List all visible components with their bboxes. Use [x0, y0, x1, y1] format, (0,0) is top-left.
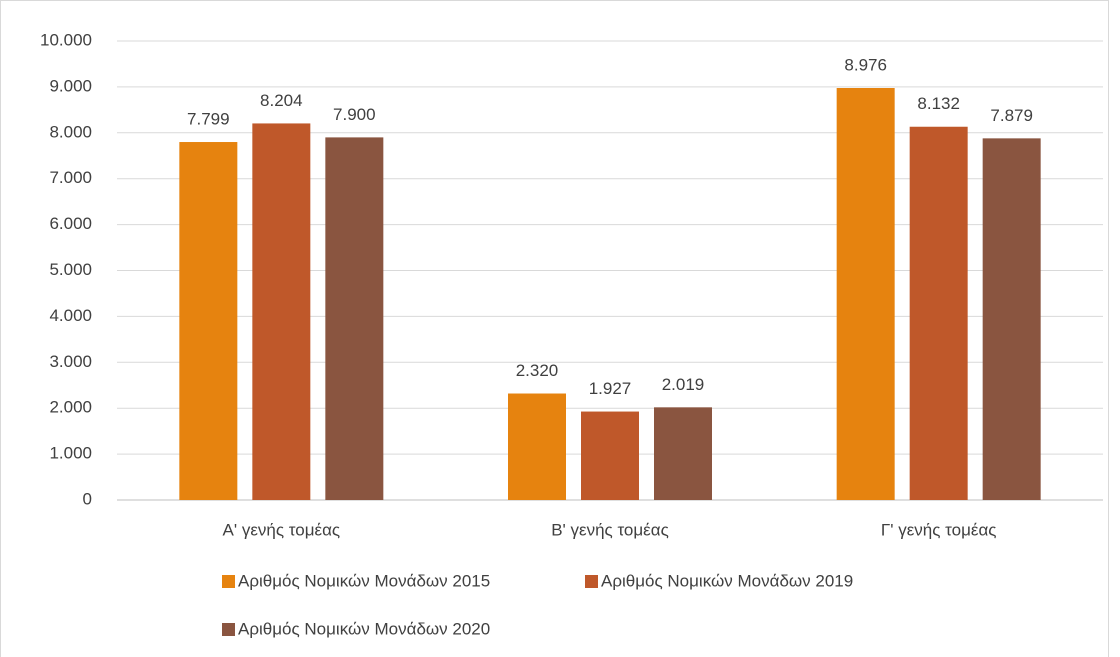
data-label: 1.927 [589, 379, 632, 398]
y-tick-label: 10.000 [40, 30, 92, 49]
y-tick-label: 2.000 [49, 398, 92, 417]
legend-label: Αριθμός Νομικών Μονάδων 2015 [238, 571, 490, 590]
bar [179, 142, 238, 501]
bar [836, 88, 895, 501]
bar [325, 137, 384, 500]
y-tick-label: 7.000 [49, 168, 92, 187]
bar [654, 407, 712, 500]
legend-swatch [585, 575, 598, 588]
y-tick-label: 4.000 [49, 306, 92, 325]
data-label: 7.879 [990, 106, 1033, 125]
x-tick-label: Α' γενής τομέας [223, 520, 341, 539]
data-label: 7.799 [187, 110, 230, 129]
data-label: 2.320 [516, 361, 559, 380]
bar [508, 393, 566, 500]
y-tick-label: 5.000 [49, 260, 92, 279]
y-tick-label: 6.000 [49, 214, 92, 233]
data-label: 2.019 [662, 375, 705, 394]
y-tick-label: 8.000 [49, 122, 92, 141]
bar [581, 411, 639, 500]
data-label: 8.204 [260, 91, 303, 110]
legend-label: Αριθμός Νομικών Μονάδων 2020 [238, 619, 490, 638]
bar [252, 123, 311, 500]
y-tick-label: 3.000 [49, 352, 92, 371]
data-label: 8.976 [844, 55, 887, 74]
bar [909, 126, 968, 500]
y-tick-label: 1.000 [49, 444, 92, 463]
legend-label: Αριθμός Νομικών Μονάδων 2019 [601, 571, 853, 590]
data-label: 8.132 [917, 94, 960, 113]
x-tick-label: Β' γενής τομέας [551, 520, 669, 539]
legend-swatch [222, 575, 235, 588]
legend-swatch [222, 623, 235, 636]
y-tick-label: 0 [83, 489, 92, 508]
data-label: 7.900 [333, 105, 376, 124]
y-tick-label: 9.000 [49, 76, 92, 95]
bar [982, 138, 1041, 501]
x-tick-label: Γ' γενής τομέας [881, 520, 997, 539]
